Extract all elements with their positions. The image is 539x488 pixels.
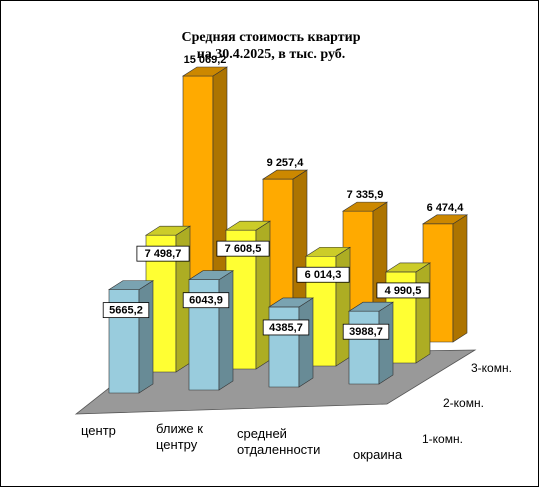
bar-top bbox=[421, 214, 469, 225]
chart-title-line-2: на 30.4.2025, в тыс. руб. bbox=[197, 47, 346, 62]
bar-top bbox=[267, 297, 315, 308]
bar-top bbox=[107, 280, 155, 290]
value-label-box-1-2: 6043,9 bbox=[182, 292, 230, 309]
bar-top bbox=[261, 169, 309, 180]
value-label-bg bbox=[136, 245, 190, 262]
value-label-box-2-1: 7 498,7 bbox=[136, 245, 190, 262]
value-label-box-2-2: 7 608,5 bbox=[216, 240, 270, 257]
value-label-box-1-1: 5665,2 bbox=[102, 302, 150, 319]
value-label-3-4: 6 474,4 bbox=[427, 202, 465, 214]
bar-side bbox=[415, 262, 431, 364]
value-label-box-1-3: 4385,7 bbox=[262, 319, 310, 336]
bar-3-4 bbox=[421, 214, 469, 343]
bar-top bbox=[384, 262, 432, 273]
chart-title-line-1: Средняя стоимость квартир bbox=[182, 30, 361, 45]
bar-top bbox=[181, 66, 229, 77]
value-label-3-3: 7 335,9 bbox=[347, 189, 384, 201]
value-label-3-2: 9 257,4 bbox=[267, 157, 305, 169]
bar-1-1 bbox=[107, 280, 155, 394]
value-label-bg bbox=[262, 319, 310, 336]
bar-1-3 bbox=[267, 297, 315, 388]
bar-top bbox=[144, 225, 192, 236]
category-label-2: ближе к центру bbox=[156, 421, 203, 452]
value-label-1-3: 4385,7 bbox=[269, 322, 303, 334]
value-label-1-4: 3988,7 bbox=[349, 326, 383, 338]
bar-front bbox=[348, 310, 380, 385]
value-label-1-1: 5665,2 bbox=[109, 305, 143, 317]
series-label-1: 1-комн. bbox=[422, 432, 463, 446]
value-label-2-2: 7 608,5 bbox=[225, 243, 262, 255]
value-label-box-2-4: 4 990,5 bbox=[376, 282, 430, 299]
bar-side bbox=[452, 214, 468, 343]
category-label-1: центр bbox=[81, 423, 116, 438]
value-label-box-2-3: 6 014,3 bbox=[296, 266, 350, 283]
value-label-bg bbox=[342, 323, 390, 340]
series-label-3: 3-комн. bbox=[471, 361, 512, 375]
value-label-bg bbox=[376, 282, 430, 299]
bar-side bbox=[298, 297, 314, 388]
bar-side bbox=[218, 270, 234, 391]
value-label-2-3: 6 014,3 bbox=[305, 269, 342, 281]
value-label-box-1-4: 3988,7 bbox=[342, 323, 390, 340]
bar-top bbox=[347, 301, 395, 312]
bar-1-4 bbox=[347, 301, 395, 385]
bar-top bbox=[187, 270, 235, 281]
bar-top bbox=[341, 201, 389, 212]
bar-side bbox=[138, 280, 154, 394]
value-label-bg bbox=[102, 302, 150, 319]
bar-side bbox=[378, 301, 394, 385]
category-label-3: средней отдаленности bbox=[237, 426, 320, 457]
value-label-2-1: 7 498,7 bbox=[145, 248, 182, 260]
bar-front bbox=[268, 306, 300, 388]
bar-top bbox=[224, 220, 272, 231]
bar-side bbox=[335, 246, 351, 367]
value-label-bg bbox=[296, 266, 350, 283]
bar-1-2 bbox=[187, 270, 235, 391]
bar-top bbox=[304, 246, 352, 257]
category-label-4: окраина bbox=[353, 447, 403, 462]
value-label-bg bbox=[216, 240, 270, 257]
series-label-2: 2-комн. bbox=[443, 396, 484, 410]
value-label-2-4: 4 990,5 bbox=[385, 285, 422, 297]
value-label-1-2: 6043,9 bbox=[189, 295, 223, 307]
value-label-bg bbox=[182, 292, 230, 309]
value-label-3-1: 15 069,2 bbox=[184, 54, 227, 66]
